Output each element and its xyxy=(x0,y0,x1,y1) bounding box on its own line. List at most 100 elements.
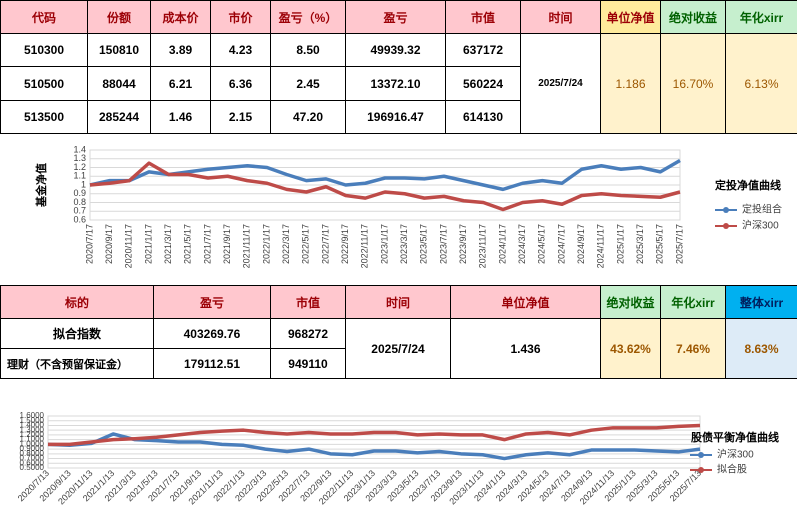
y-tick-label: 1.3 xyxy=(73,153,86,163)
x-tick-label: 2020/11/17 xyxy=(124,224,134,268)
header-cell: 盈亏（%） xyxy=(270,0,346,34)
cell: 49939.32 xyxy=(345,33,446,67)
x-tick-label: 2022/9/17 xyxy=(340,224,350,264)
chart-title: 股债平衡净值曲线 xyxy=(691,430,779,444)
x-tick-label: 2024/1/17 xyxy=(497,224,507,264)
holdings-table: 代码 份额 成本价 市价 盈亏（%） 盈亏 市值 时间 单位净值 绝对收益 年化xirr 510300… xyxy=(0,0,797,134)
cell: 6.21 xyxy=(150,66,211,101)
y-tick-label: 0.8000 xyxy=(20,449,45,458)
x-tick-label: 2023/1/17 xyxy=(379,224,389,264)
header-cell: 市值 xyxy=(270,285,346,319)
y-tick-label: 0.6000 xyxy=(20,458,45,467)
header-cell: 时间 xyxy=(520,0,601,34)
x-tick-label: 2023/3/17 xyxy=(399,224,409,264)
data-line xyxy=(89,161,681,212)
chart: 0.60.70.80.911.11.21.31.4 2020/7/17 2020/9… xyxy=(34,144,782,268)
summary-table: 标的 盈亏 市值 时间 单位净值 绝对收益 年化xirr 整体xirr 拟合指数 403269.7… xyxy=(0,285,797,379)
y-tick-label: 1.5000 xyxy=(20,416,45,425)
cell: 6.36 xyxy=(210,66,271,101)
x-tick-label: 2024/11/17 xyxy=(596,224,606,268)
cell: 47.20 xyxy=(270,100,346,134)
x-tick-label: 2025/3/17 xyxy=(635,224,645,264)
cell: 88044 xyxy=(87,66,151,101)
header-cell: 时间 xyxy=(345,285,451,319)
cell: 637172 xyxy=(445,33,521,67)
legend-label: 沪深300 xyxy=(717,448,754,461)
cell: 403269.76 xyxy=(153,318,271,349)
header-cell: 市价 xyxy=(210,0,271,34)
x-tick-label: 2024/3/17 xyxy=(517,224,527,264)
y-tick-label: 1.1 xyxy=(73,171,86,181)
x-tick-label: 2022/3/17 xyxy=(281,224,291,264)
x-tick-label: 2022/7/17 xyxy=(320,224,330,264)
legend-label: 拟合股 xyxy=(717,463,747,476)
data-line xyxy=(47,432,701,461)
value-cell: 7.46% xyxy=(660,318,726,379)
x-tick-label: 2022/1/17 xyxy=(261,224,271,264)
y-tick-label: 1.1000 xyxy=(20,435,45,444)
x-tick-label: 2023/7/17 xyxy=(438,224,448,264)
x-tick-label: 2021/11/17 xyxy=(242,224,252,268)
x-tick-label: 2023/5/17 xyxy=(419,224,429,264)
x-tick-label: 2023/11/17 xyxy=(478,224,488,268)
header-row: 标的 盈亏 市值 时间 单位净值 绝对收益 年化xirr 整体xirr xyxy=(0,285,797,319)
cell: 614130 xyxy=(445,100,521,134)
y-tick-label: 0.8 xyxy=(73,197,86,207)
x-tick-label: 2024/7/17 xyxy=(556,224,566,264)
value-cell: 6.13% xyxy=(725,33,797,134)
header-cell: 单位净值 xyxy=(450,285,601,319)
y-tick-label: 1.4000 xyxy=(20,421,45,430)
header-row: 代码 份额 成本价 市价 盈亏（%） 盈亏 市值 时间 单位净值 绝对收益 年化xirr xyxy=(0,0,797,34)
cell: 285244 xyxy=(87,100,151,134)
cell: 949110 xyxy=(270,348,346,379)
x-tick-label: 2021/5/17 xyxy=(183,224,193,264)
value-cell: 1.186 xyxy=(600,33,661,134)
x-tick-label: 2022/5/17 xyxy=(301,224,311,264)
header-cell: 年化xirr xyxy=(660,285,726,319)
header-cell: 单位净值 xyxy=(600,0,661,34)
row: 510500 88044 6.21 6.36 2.45 13372.10 560224 xyxy=(0,66,797,101)
x-tick-label: 2021/7/17 xyxy=(202,224,212,264)
cell: 3.89 xyxy=(150,33,211,67)
header-cell: 代码 xyxy=(0,0,88,34)
header-cell: 绝对收益 xyxy=(660,0,726,34)
header-cell: 整体xirr xyxy=(725,285,797,319)
y-tick-label: 1.2 xyxy=(73,162,86,172)
chart: 0.50000.60000.70000.80000.90001.00001.10… xyxy=(16,411,779,506)
cell: 968272 xyxy=(270,318,346,349)
x-tick-label: 2021/3/17 xyxy=(163,224,173,264)
y-tick-label: 0.9000 xyxy=(20,444,45,453)
y-tick-label: 0.7 xyxy=(73,206,86,216)
y-tick-label: 0.7000 xyxy=(20,454,45,463)
header-cell: 市值 xyxy=(445,0,521,34)
cell: 2.45 xyxy=(270,66,346,101)
legend-marker xyxy=(698,452,704,458)
data-line xyxy=(48,423,701,447)
legend-marker xyxy=(723,223,729,229)
y-tick-label: 1.2000 xyxy=(20,430,45,439)
cell: 理财（不含预留保证金） xyxy=(0,348,154,379)
value-cell: 16.70% xyxy=(660,33,726,134)
x-tick-label: 2023/9/17 xyxy=(458,224,468,264)
x-tick-label: 2021/9/17 xyxy=(222,224,232,264)
cell: 13372.10 xyxy=(345,66,446,101)
y-tick-label: 0.6 xyxy=(73,214,86,224)
row: 理财（不含预留保证金） 179112.51 949110 xyxy=(0,348,797,379)
cell: 560224 xyxy=(445,66,521,101)
cell: 1.46 xyxy=(150,100,211,134)
x-tick-label: 2021/1/17 xyxy=(143,224,153,264)
row: 513500 285244 1.46 2.15 47.20 196916.47 614130 xyxy=(0,100,797,134)
cell: 513500 xyxy=(0,100,88,134)
x-tick-label: 2025/7/17 xyxy=(674,224,684,264)
value-cell: 8.63% xyxy=(725,318,797,379)
value-cell: 43.62% xyxy=(600,318,661,379)
x-tick-label: 2020/9/17 xyxy=(104,224,114,264)
y-tick-label: 1.0000 xyxy=(20,439,45,448)
plot-area xyxy=(47,415,701,469)
row: 510300 150810 3.89 4.23 8.50 49939.32 637172 20… xyxy=(0,33,797,134)
x-tick-label: 2022/11/17 xyxy=(360,224,370,268)
legend-marker xyxy=(698,467,704,473)
header-cell: 盈亏 xyxy=(153,285,271,319)
legend-label: 定投组合 xyxy=(742,203,782,216)
